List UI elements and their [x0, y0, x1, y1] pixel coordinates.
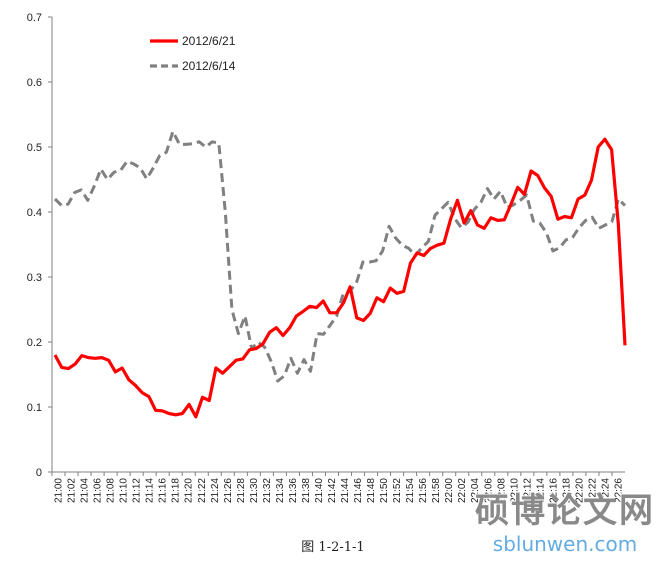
x-tick-label: 21:58: [431, 478, 442, 503]
x-tick-label: 21:06: [93, 478, 104, 503]
x-tick-label: 21:56: [418, 478, 429, 503]
x-tick-label: 21:52: [392, 478, 403, 503]
x-tick-label: 22:08: [496, 478, 507, 503]
x-tick-label: 21:28: [236, 478, 247, 503]
x-tick-label: 22:16: [548, 478, 559, 503]
y-tick-label: 0.1: [27, 402, 42, 414]
legend: 2012/6/21 2012/6/14: [150, 34, 236, 73]
x-tick-label: 21:32: [262, 478, 273, 503]
y-tick-label: 0.7: [27, 12, 42, 24]
x-axis: 21:00 21:02 21:04 21:06 21:08 21:10 21:12 21:14…: [51, 471, 625, 503]
x-tick-label: 21:08: [106, 478, 117, 503]
x-tick-label: 21:30: [249, 478, 260, 503]
x-tick-label: 21:44: [340, 478, 351, 503]
series-lines: [53, 129, 627, 419]
x-tick-label: 21:16: [158, 478, 169, 503]
legend-label-2: 2012/6/14: [182, 59, 236, 73]
x-tick-label: 22:26: [613, 478, 624, 503]
x-tick-label: 21:48: [366, 478, 377, 503]
y-tick-label: 0.5: [27, 142, 42, 154]
x-tick-label: 22:24: [600, 478, 611, 503]
x-tick-label: 21:18: [171, 478, 182, 503]
x-tick-label: 21:20: [184, 478, 195, 503]
x-tick-label: 21:38: [301, 478, 312, 503]
x-tick-label: 21:26: [223, 478, 234, 503]
x-tick-label: 21:12: [132, 478, 143, 503]
series-line-2: [53, 129, 627, 383]
x-tick-label: 22:10: [509, 478, 520, 503]
x-tick-label: 21:14: [145, 478, 156, 503]
x-tick-label: 21:22: [197, 478, 208, 503]
x-tick-label: 21:46: [353, 478, 364, 503]
x-tick-label: 21:54: [405, 478, 416, 503]
y-tick-label: 0: [36, 467, 42, 479]
figure-caption: 图 1-2-1-1: [301, 540, 365, 555]
x-tick-label: 22:22: [587, 478, 598, 503]
x-tick-label: 22:12: [522, 478, 533, 503]
x-tick-label: 21:34: [275, 478, 286, 503]
y-tick-label: 0.4: [27, 207, 42, 219]
x-tick-label: 22:20: [574, 478, 585, 503]
x-tick-label: 21:02: [67, 478, 78, 503]
x-tick-label: 21:36: [288, 478, 299, 503]
legend-label-1: 2012/6/21: [182, 34, 236, 48]
x-tick-label: 22:14: [535, 478, 546, 503]
y-tick-label: 0.3: [27, 272, 42, 284]
x-tick-label: 21:50: [379, 478, 390, 503]
x-tick-label: 22:02: [457, 478, 468, 503]
x-tick-label: 21:10: [119, 478, 130, 503]
series-line-1: [53, 137, 627, 419]
x-tick-label: 21:24: [210, 478, 221, 503]
x-tick-label: 21:04: [80, 478, 91, 503]
x-tick-label: 22:00: [444, 478, 455, 503]
x-tick-label: 21:42: [327, 478, 338, 503]
x-tick-label: 21:40: [314, 478, 325, 503]
x-tick-label: 22:04: [470, 478, 481, 503]
x-tick-label: 22:06: [483, 478, 494, 503]
y-axis: 0 0.1 0.2 0.3 0.4 0.5 0.6 0.7: [27, 12, 53, 479]
y-tick-label: 0.2: [27, 337, 42, 349]
x-tick-label: 21:00: [54, 478, 65, 503]
x-tick-label: 22:18: [561, 478, 572, 503]
y-tick-label: 0.6: [27, 77, 42, 89]
